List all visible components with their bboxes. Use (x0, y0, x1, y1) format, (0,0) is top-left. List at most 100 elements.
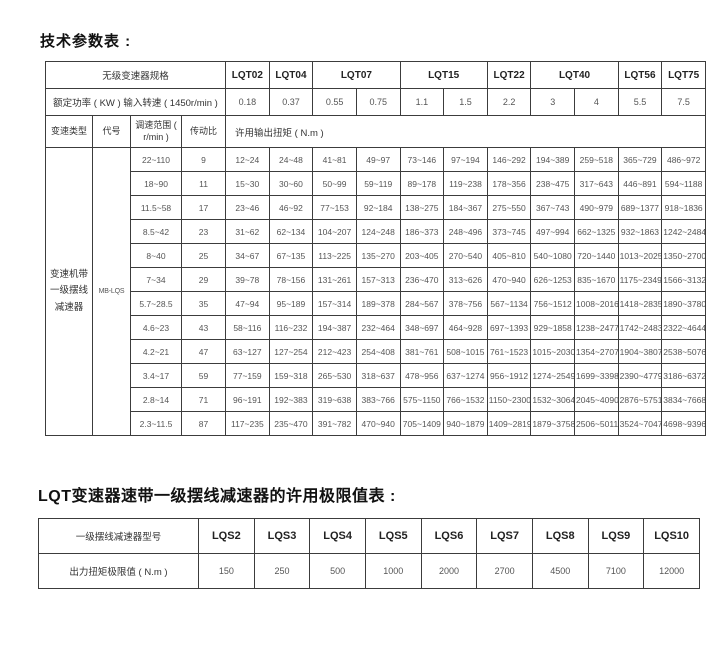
column-header-row: 变速类型 代号 调速范围 ( r/min ) 传动比 许用输出扭矩 ( N.m … (45, 115, 706, 148)
torque-cell: 761~1523 (486, 339, 532, 364)
torque-cell: 39~78 (225, 267, 270, 292)
torque-cell: 486~972 (661, 147, 706, 172)
torque-cell: 575~1150 (399, 387, 445, 412)
speed-range-header-cell: 调速范围 ( r/min ) (130, 115, 182, 148)
torque-cell: 766~1532 (443, 387, 488, 412)
limit-model-cell: LQS5 (364, 518, 422, 554)
torque-cell: 30~60 (268, 171, 314, 196)
table-row: 18~90 11 15~30 30~60 50~99 59~119 89~178 119~23… (46, 171, 706, 196)
torque-cell: 41~81 (312, 147, 357, 172)
table-row: 2.3~11.5 87 117~235 235~470 391~782 470~940 70… (46, 411, 706, 436)
torque-cell: 232~464 (355, 315, 401, 340)
torque-cell: 270~540 (443, 243, 488, 268)
model-header-cell: LQT56 (617, 61, 663, 89)
torque-cell: 254~408 (355, 339, 401, 364)
torque-cell: 508~1015 (443, 339, 488, 364)
torque-cell: 63~127 (225, 339, 270, 364)
torque-cell: 189~378 (355, 291, 401, 316)
torque-cell: 236~470 (399, 267, 445, 292)
torque-cell: 15~30 (225, 171, 270, 196)
torque-cell: 77~153 (312, 195, 357, 220)
model-header-cell: LQT75 (661, 61, 706, 89)
torque-cell: 348~697 (399, 315, 445, 340)
torque-cell: 1013~2025 (617, 243, 663, 268)
speed-range-cell: 4.6~23 (130, 315, 182, 340)
torque-cell: 194~387 (312, 315, 357, 340)
torque-cell: 1890~3780 (661, 291, 706, 316)
torque-cell: 2538~5076 (661, 339, 706, 364)
torque-cell: 46~92 (268, 195, 314, 220)
torque-cell: 59~119 (355, 171, 401, 196)
limit-model-cell: LQS2 (198, 518, 255, 554)
torque-header-cell: 许用输出扭矩 ( N.m ) (225, 115, 706, 148)
torque-cell: 1699~3398 (574, 363, 619, 388)
torque-cell: 97~194 (443, 147, 488, 172)
torque-cell: 1904~3807 (617, 339, 663, 364)
power-value-cell: 0.75 (355, 88, 401, 116)
torque-cell: 23~46 (225, 195, 270, 220)
torque-cell: 73~146 (399, 147, 445, 172)
torque-cell: 2876~5751 (617, 387, 663, 412)
torque-cell: 1354~2707 (574, 339, 619, 364)
torque-cell: 119~238 (443, 171, 488, 196)
limit-model-cell: LQS10 (643, 518, 700, 554)
speed-range-cell: 7~34 (130, 267, 182, 292)
torque-cell: 89~178 (399, 171, 445, 196)
table-row: 11.5~58 17 23~46 46~92 77~153 92~184 138~275 18… (46, 195, 706, 220)
spec-header-cell: 无级变速器规格 (44, 61, 227, 89)
torque-cell: 3186~6372 (661, 363, 706, 388)
torque-cell: 67~135 (268, 243, 314, 268)
torque-cell: 637~1274 (443, 363, 488, 388)
torque-cell: 157~313 (355, 267, 401, 292)
torque-cell: 248~496 (443, 219, 488, 244)
torque-cell: 92~184 (355, 195, 401, 220)
torque-cell: 275~550 (486, 195, 532, 220)
torque-cell: 540~1080 (530, 243, 576, 268)
torque-cell: 391~782 (312, 411, 357, 436)
ratio-cell: 47 (180, 339, 227, 364)
torque-cell: 383~766 (355, 387, 401, 412)
speed-range-cell: 3.4~17 (130, 363, 182, 388)
table-row: 8.5~42 23 31~62 62~134 104~207 124~248 186~373… (46, 219, 706, 244)
limit-model-header-cell: 一级摆线减速器型号 (38, 518, 199, 554)
power-value-cell: 3 (530, 88, 576, 116)
speed-range-cell: 22~110 (130, 147, 182, 172)
torque-cell: 1008~2016 (574, 291, 619, 316)
ratio-cell: 35 (180, 291, 227, 316)
torque-cell: 184~367 (443, 195, 488, 220)
torque-cell: 159~318 (268, 363, 314, 388)
table-row: 2.8~14 71 96~191 192~383 319~638 383~766 575~1… (46, 387, 706, 412)
torque-cell: 1532~3064 (530, 387, 576, 412)
torque-cell: 124~248 (355, 219, 401, 244)
torque-cell: 203~405 (399, 243, 445, 268)
torque-cell: 178~356 (486, 171, 532, 196)
torque-cell: 78~156 (268, 267, 314, 292)
torque-cell: 697~1393 (486, 315, 532, 340)
torque-cell: 127~254 (268, 339, 314, 364)
torque-cell: 835~1670 (574, 267, 619, 292)
table-row: 4.6~23 43 58~116 116~232 194~387 232~464 348~6… (46, 315, 706, 340)
ratio-cell: 23 (180, 219, 227, 244)
limit-value-cell: 500 (309, 553, 366, 589)
model-header-cell: LQT22 (486, 61, 532, 89)
limit-value-row: 出力扭矩极限值 ( N.m ) 150 250 500 1000 2000 27… (38, 553, 700, 589)
speed-range-cell: 5.7~28.5 (130, 291, 182, 316)
torque-cell: 31~62 (225, 219, 270, 244)
model-header-cell: LQT07 (312, 61, 401, 89)
torque-cell: 381~761 (399, 339, 445, 364)
torque-cell: 284~567 (399, 291, 445, 316)
torque-cell: 720~1440 (574, 243, 619, 268)
limit-values-table: 一级摆线减速器型号 LQS2 LQS3 LQS4 LQS5 LQS6 LQS7 … (38, 518, 700, 589)
limit-value-cell: 2700 (476, 553, 533, 589)
limit-value-cell: 1000 (364, 553, 422, 589)
torque-cell: 367~743 (530, 195, 576, 220)
limit-torque-header-cell: 出力扭矩极限值 ( N.m ) (38, 553, 199, 589)
power-value-cell: 7.5 (661, 88, 706, 116)
torque-cell: 49~97 (355, 147, 401, 172)
torque-cell: 3524~7047 (617, 411, 663, 436)
ratio-cell: 87 (180, 411, 227, 436)
torque-cell: 235~470 (268, 411, 314, 436)
ratio-cell: 9 (180, 147, 227, 172)
ratio-cell: 25 (180, 243, 227, 268)
